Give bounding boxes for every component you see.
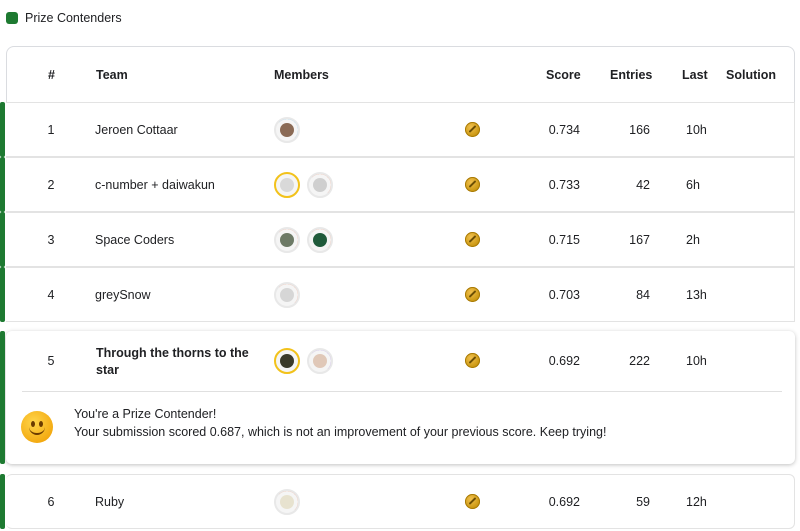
team-name-line2[interactable]: star bbox=[96, 363, 119, 377]
table-row[interactable]: 4 greySnow 0.703 84 13h bbox=[0, 267, 795, 322]
rank: 6 bbox=[47, 495, 55, 509]
header-team[interactable]: Team bbox=[96, 68, 128, 82]
score: 0.692 bbox=[548, 495, 580, 509]
table-row[interactable]: 1 Jeroen Cottaar 0.734 166 10h bbox=[0, 102, 795, 157]
score: 0.715 bbox=[548, 233, 580, 247]
entries: 167 bbox=[629, 233, 650, 247]
entries: 42 bbox=[636, 178, 650, 192]
last-submission: 13h bbox=[686, 288, 707, 302]
entries: 59 bbox=[636, 495, 650, 509]
rank: 3 bbox=[47, 233, 55, 247]
team-name[interactable]: Ruby bbox=[95, 495, 125, 509]
team-name-line1[interactable]: Through the thorns to the bbox=[96, 346, 249, 360]
entries: 222 bbox=[629, 354, 650, 368]
smiley-icon bbox=[21, 411, 53, 443]
rank: 4 bbox=[47, 288, 55, 302]
legend-swatch bbox=[6, 12, 18, 24]
team-name[interactable]: greySnow bbox=[95, 288, 151, 302]
gold-medal-icon bbox=[465, 353, 480, 368]
score: 0.703 bbox=[548, 288, 580, 302]
team-name[interactable]: Jeroen Cottaar bbox=[95, 123, 178, 137]
gold-medal-icon bbox=[465, 122, 480, 137]
score: 0.734 bbox=[548, 123, 580, 137]
gold-medal-icon bbox=[465, 287, 480, 302]
team-name[interactable]: c-number + daiwakun bbox=[95, 178, 215, 192]
member-avatar[interactable] bbox=[274, 117, 300, 143]
divider bbox=[22, 391, 782, 392]
current-team-row[interactable]: 5 Through the thorns to the star 0.692 2… bbox=[0, 331, 795, 464]
last-submission: 12h bbox=[686, 495, 707, 509]
prize-marker bbox=[0, 212, 5, 267]
score: 0.692 bbox=[548, 354, 580, 368]
member-avatar[interactable] bbox=[307, 348, 333, 374]
entries: 166 bbox=[629, 123, 650, 137]
prize-contender-message: You're a Prize Contender! bbox=[74, 407, 217, 421]
prize-marker bbox=[0, 331, 5, 464]
header-last[interactable]: Last bbox=[682, 68, 708, 82]
header-score[interactable]: Score bbox=[546, 68, 581, 82]
table-row[interactable]: 3 Space Coders 0.715 167 2h bbox=[0, 212, 795, 267]
member-avatar[interactable] bbox=[274, 348, 300, 374]
gold-medal-icon bbox=[465, 494, 480, 509]
submission-feedback: Your submission scored 0.687, which is n… bbox=[74, 425, 607, 439]
header-rank: # bbox=[48, 68, 55, 82]
prize-marker bbox=[0, 267, 5, 322]
member-avatar[interactable] bbox=[274, 227, 300, 253]
member-avatar[interactable] bbox=[307, 172, 333, 198]
last-submission: 10h bbox=[686, 354, 707, 368]
rank: 5 bbox=[47, 354, 55, 368]
header-entries[interactable]: Entries bbox=[610, 68, 653, 82]
legend-label: Prize Contenders bbox=[25, 11, 122, 25]
prize-marker bbox=[0, 474, 5, 529]
last-submission: 6h bbox=[686, 178, 700, 192]
member-avatar[interactable] bbox=[307, 227, 333, 253]
member-avatar[interactable] bbox=[274, 282, 300, 308]
header-members: Members bbox=[274, 68, 329, 82]
score: 0.733 bbox=[548, 178, 580, 192]
member-avatar[interactable] bbox=[274, 489, 300, 515]
table-row[interactable]: 2 c-number + daiwakun 0.733 42 6h bbox=[0, 157, 795, 212]
prize-marker bbox=[0, 157, 5, 212]
header-solution: Solution bbox=[726, 68, 776, 82]
rank: 2 bbox=[47, 178, 55, 192]
entries: 84 bbox=[636, 288, 650, 302]
gold-medal-icon bbox=[465, 177, 480, 192]
prize-contenders-legend: Prize Contenders bbox=[6, 11, 122, 25]
prize-marker bbox=[0, 102, 5, 157]
last-submission: 2h bbox=[686, 233, 700, 247]
leaderboard-header bbox=[6, 46, 795, 102]
gold-medal-icon bbox=[465, 232, 480, 247]
member-avatar[interactable] bbox=[274, 172, 300, 198]
last-submission: 10h bbox=[686, 123, 707, 137]
table-row[interactable]: 6 Ruby 0.692 59 12h bbox=[0, 474, 795, 529]
rank: 1 bbox=[47, 123, 55, 137]
team-name[interactable]: Space Coders bbox=[95, 233, 175, 247]
